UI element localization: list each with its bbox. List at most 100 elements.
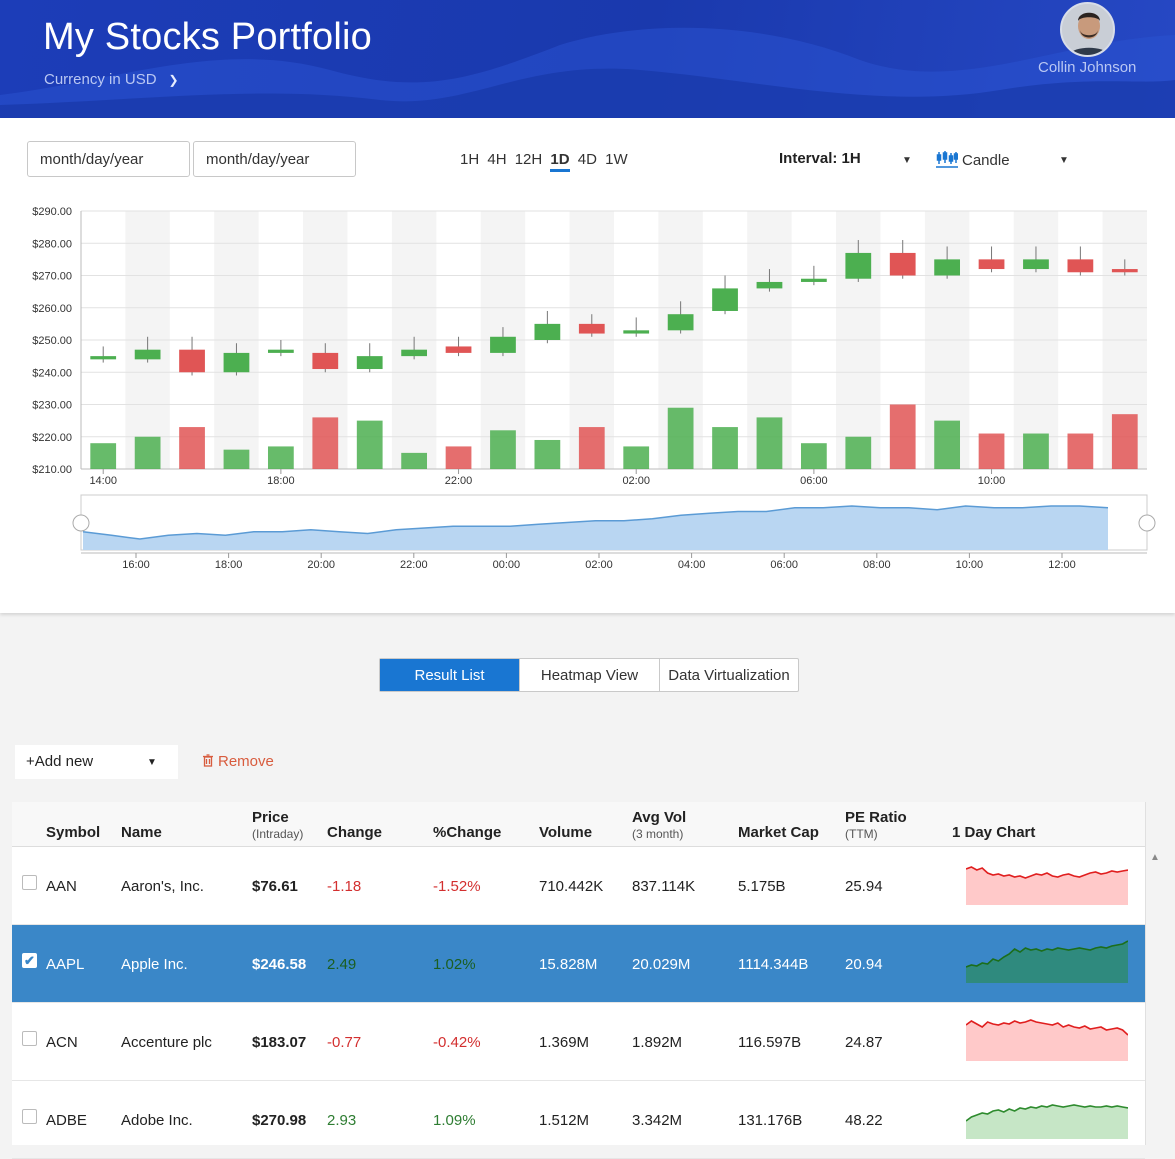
avatar[interactable] — [1060, 2, 1115, 57]
range-1h[interactable]: 1H — [460, 151, 480, 168]
date-from-input[interactable]: month/day/year — [27, 141, 190, 177]
x-tick-label: 06:00 — [800, 475, 828, 487]
range-12h[interactable]: 12H — [514, 151, 543, 168]
row-checkbox[interactable] — [22, 1031, 37, 1046]
candle-body — [578, 323, 605, 334]
navigator-line — [82, 505, 1109, 540]
sparkline-line — [966, 1104, 1128, 1122]
grid-scrollbar[interactable]: ▲ — [1145, 802, 1165, 1145]
candle-body — [312, 352, 339, 370]
chart-type-dropdown[interactable]: Candle — [936, 150, 1010, 169]
plus-icon: + — [26, 753, 35, 770]
row-checkbox[interactable] — [22, 875, 37, 890]
col-pct-change[interactable]: %Change — [433, 824, 502, 841]
tab-heatmap-view[interactable]: Heatmap View — [520, 659, 660, 691]
col-price[interactable]: Price (Intraday) — [252, 809, 303, 841]
cell-volume: 710.442K — [539, 878, 604, 895]
volume-bar — [756, 417, 783, 469]
date-to-input[interactable]: month/day/year — [193, 141, 356, 177]
chart-type-caret-icon[interactable]: ▼ — [1059, 155, 1069, 166]
range-4h[interactable]: 4H — [487, 151, 507, 168]
cell-change: 2.49 — [327, 956, 357, 973]
col-price-label: Price — [252, 809, 289, 826]
currency-selector[interactable]: Currency in USD ❯ — [44, 71, 179, 88]
volume-bar — [1067, 433, 1094, 469]
add-new-dropdown[interactable]: +Add new ▼ — [15, 745, 178, 779]
tab-data-virtualization[interactable]: Data Virtualization — [668, 666, 790, 684]
table-row[interactable]: AAN Aaron's, Inc. $76.61 -1.18 -1.52% 71… — [12, 847, 1145, 925]
table-row[interactable]: ✔ AAPL Apple Inc. $246.58 2.49 1.02% 15.… — [12, 925, 1145, 1003]
volume-bar — [356, 420, 383, 469]
row-checkbox-checked[interactable]: ✔ — [22, 953, 37, 968]
cell-volume: 1.512M — [539, 1112, 590, 1129]
cell-pe-ratio: 25.94 — [845, 878, 883, 895]
volume-bar — [223, 449, 250, 469]
volume-bar — [490, 430, 516, 469]
col-change[interactable]: Change — [327, 824, 383, 841]
interval-caret-icon[interactable]: ▼ — [902, 155, 912, 166]
x-tick-label: 14:00 — [89, 475, 117, 487]
cell-price: $183.07 — [252, 1034, 307, 1051]
candle-body — [223, 352, 250, 373]
col-symbol[interactable]: Symbol — [46, 824, 101, 841]
volume-bar — [712, 427, 738, 469]
interval-dropdown[interactable]: Interval: 1H — [779, 150, 861, 167]
y-tick-label: $290.00 — [32, 206, 72, 218]
table-row[interactable]: ADBE Adobe Inc. $270.98 2.93 1.09% 1.512… — [12, 1081, 1145, 1159]
col-pe-ratio[interactable]: PE Ratio (TTM) — [845, 809, 907, 841]
range-4d[interactable]: 4D — [577, 151, 597, 168]
candle-body — [889, 252, 916, 276]
y-tick-label: $220.00 — [32, 432, 72, 444]
cell-pe-ratio: 24.87 — [845, 1034, 883, 1051]
col-avg-vol-sub: (3 month) — [632, 827, 684, 841]
candle-body — [667, 314, 694, 331]
table-row[interactable]: ACN Accenture plc $183.07 -0.77 -0.42% 1… — [12, 1003, 1145, 1081]
row-checkbox[interactable] — [22, 1109, 37, 1124]
candle-body — [490, 336, 516, 353]
y-tick-label: $240.00 — [32, 367, 72, 379]
col-market-cap[interactable]: Market Cap — [738, 824, 819, 841]
cell-market-cap: 116.597B — [738, 1034, 802, 1051]
cell-price: $246.58 — [252, 956, 307, 973]
volume-bar — [623, 446, 650, 469]
candle-body — [800, 278, 827, 282]
range-1w[interactable]: 1W — [605, 151, 628, 168]
cell-price: $76.61 — [252, 878, 298, 895]
col-pe-ratio-sub: (TTM) — [845, 827, 878, 841]
col-name[interactable]: Name — [121, 824, 162, 841]
col-pe-ratio-label: PE Ratio — [845, 809, 907, 826]
navigator-tick-label: 00:00 — [493, 559, 521, 571]
candle-body — [356, 356, 383, 370]
x-tick-label: 22:00 — [445, 475, 473, 487]
sparkline-line — [966, 866, 1128, 879]
col-volume[interactable]: Volume — [539, 824, 593, 841]
col-day-chart[interactable]: 1 Day Chart — [952, 824, 1036, 841]
remove-button[interactable]: Remove — [202, 753, 274, 770]
navigator-left-handle — [72, 514, 90, 532]
candle-body — [267, 349, 294, 353]
tab-result-list[interactable]: Result List — [380, 659, 520, 691]
cell-volume: 1.369M — [539, 1034, 590, 1051]
trash-icon — [203, 754, 213, 767]
col-avg-vol-label: Avg Vol — [632, 809, 687, 826]
cell-avg-vol: 837.114K — [632, 878, 696, 895]
y-tick-label: $260.00 — [32, 303, 72, 315]
volume-bar — [1111, 414, 1138, 469]
navigator-tick-label: 02:00 — [585, 559, 613, 571]
candle-body — [134, 349, 161, 360]
scroll-up-arrow-icon[interactable]: ▲ — [1150, 852, 1160, 863]
x-tick-label: 10:00 — [978, 475, 1006, 487]
volume-bar — [934, 420, 961, 469]
col-avg-vol[interactable]: Avg Vol (3 month) — [632, 809, 686, 841]
candle-body — [623, 330, 650, 334]
candlestick-chart[interactable]: $290.00 $280.00 $270.00 $260.00 $250.00 $240.… — [0, 203, 1175, 583]
currency-label: Currency in USD — [44, 71, 157, 88]
range-1d[interactable]: 1D — [550, 151, 570, 172]
cell-avg-vol: 20.029M — [632, 956, 691, 973]
time-range-selector: 1H 4H 12H 1D 4D 1W — [460, 151, 632, 172]
volume-bar — [889, 404, 916, 469]
y-tick-label: $230.00 — [32, 400, 72, 412]
candle-body — [90, 356, 117, 360]
chevron-down-icon: ❯ — [168, 73, 179, 87]
cell-name: Aaron's, Inc. — [121, 878, 204, 895]
